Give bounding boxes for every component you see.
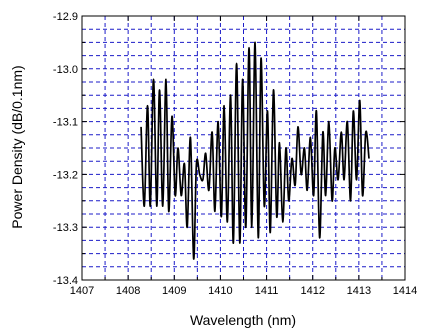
y-tick-label: -13.3 [53, 222, 78, 234]
x-axis-title: Wavelength (nm) [190, 312, 296, 328]
y-tick-label: -13.4 [53, 275, 78, 287]
tick-labels: 1407 1408 1409 1410 1411 1412 1413 1414 -12.9 -13… [53, 11, 417, 297]
series-line [140, 41, 370, 260]
x-tick-label: 1408 [116, 285, 140, 297]
x-tick-label: 1414 [393, 285, 417, 297]
x-tick-label: 1410 [208, 285, 232, 297]
x-tick-label: 1412 [300, 285, 324, 297]
y-tick-label: -12.9 [53, 11, 78, 23]
ticks [81, 15, 406, 281]
x-tick-label: 1409 [162, 285, 186, 297]
x-tick-label: 1411 [255, 285, 279, 297]
y-tick-label: -13.2 [53, 169, 78, 181]
y-tick-label: -13.0 [53, 64, 78, 76]
x-tick-label: 1407 [70, 285, 94, 297]
y-tick-label: -13.1 [53, 117, 78, 129]
y-axis-title: Power Density (dB/0.1nm) [9, 65, 25, 228]
x-tick-label: 1413 [347, 285, 371, 297]
